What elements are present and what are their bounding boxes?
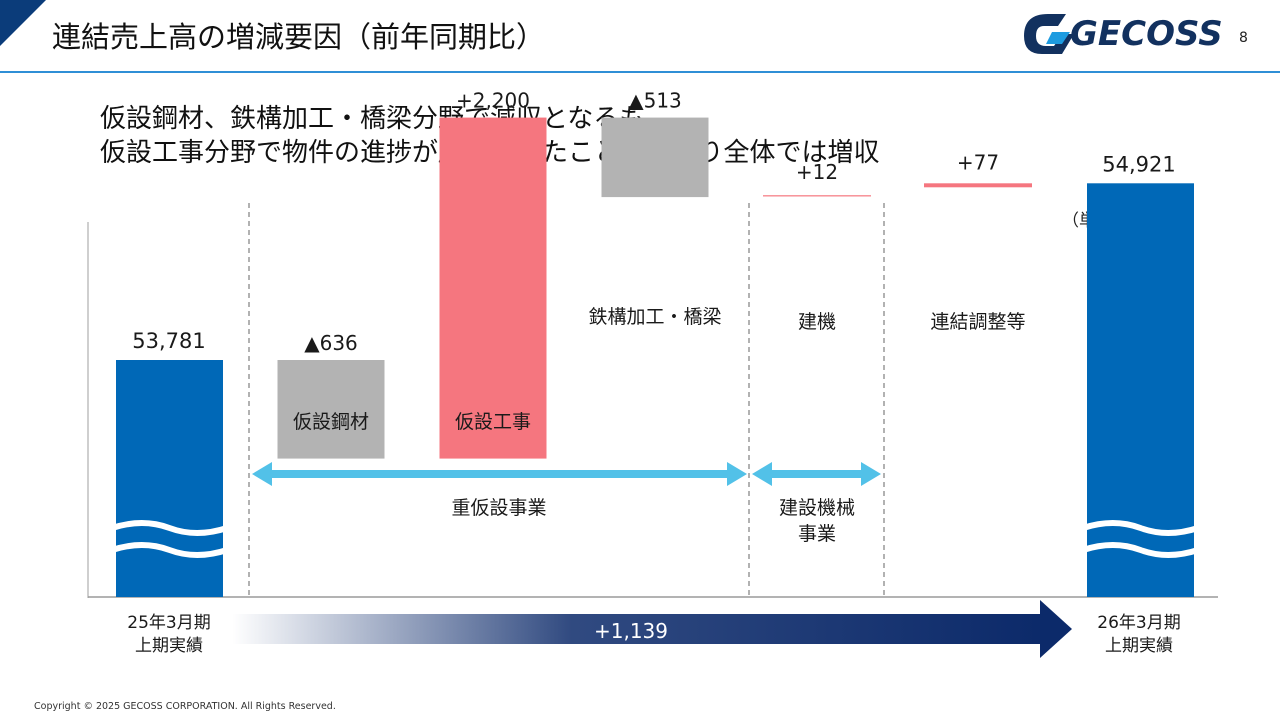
segment-label-heavy-temporary: 重仮設事業 [451,497,546,519]
total-change-label: +1,139 [594,619,668,643]
bar-start-total [116,360,223,597]
axis-break-wave-line [111,542,228,558]
category-label-end-line2: 上期実績 [1105,636,1173,656]
category-label-kenki: 建機 [798,311,836,333]
category-label-tekkou-kyouryou: 鉄構加工・橋梁 [588,306,721,328]
gecoss-logo-icon [1024,14,1074,54]
bar-change-kasetsu-kouzai [277,360,385,459]
segment-arrow-construction-machinery [752,462,881,486]
category-label-start-line2: 上期実績 [135,636,203,656]
value-label-tekkou-kyouryou: ▲513 [628,89,682,113]
category-label-kasetsu-kouzai: 仮設鋼材 [293,411,369,433]
axis-break-wave-line [111,520,228,536]
total-change-arrow [232,600,1072,658]
category-label-renketsu-chousei: 連結調整等 [930,311,1025,333]
header-divider [0,71,1280,73]
bar-change-renketsu-chousei [924,183,1032,188]
page-number: 8 [1239,30,1248,46]
axis-break-wave-start [111,520,228,558]
value-label-end: 54,921 [1102,152,1175,176]
axis-break-wave-line [1082,542,1199,558]
value-label-start: 53,781 [132,329,205,353]
category-label-end-line1: 26年3月期 [1097,613,1180,633]
segment-label-construction-machinery-1: 建設機械 [779,497,855,519]
category-label-start-line1: 25年3月期 [127,613,210,633]
copyright-footer: Copyright © 2025 GECOSS CORPORATION. All… [34,701,336,712]
headline-line-1: 仮設鋼材、鉄構加工・橋梁分野で減収となるも [100,104,646,134]
value-label-kasetsu-kouji: +2,200 [456,89,530,113]
segment-arrow-heavy-temporary [252,462,747,486]
value-label-kasetsu-kouzai: ▲636 [304,331,358,355]
logo-text: GECOSS [1070,14,1223,54]
value-label-kenki: +12 [796,160,838,184]
header-corner-accent [0,0,46,46]
bar-change-kasetsu-kouji [439,117,547,459]
bar-change-kenki [763,195,871,197]
category-label-kasetsu-kouji: 仮設工事 [455,411,531,433]
page-title: 連結売上高の増減要因（前年同期比） [52,20,546,54]
bar-change-tekkou-kyouryou [601,117,709,198]
value-label-renketsu-chousei: +77 [957,150,999,174]
segment-label-construction-machinery-2: 事業 [798,523,836,545]
axis-break-wave-end [1082,520,1199,558]
axis-break-wave-line [1082,520,1199,536]
